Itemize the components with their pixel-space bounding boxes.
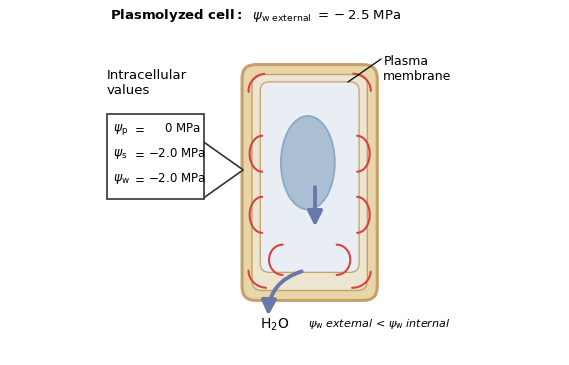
Text: $\psi_\mathrm{w}$ external < $\psi_\mathrm{w}$ internal: $\psi_\mathrm{w}$ external < $\psi_\math…: [308, 318, 450, 331]
Text: $-2.0$ MPa: $-2.0$ MPa: [148, 172, 205, 185]
FancyBboxPatch shape: [106, 114, 204, 199]
Text: Plasma
membrane: Plasma membrane: [384, 55, 452, 83]
Text: H$_2$O: H$_2$O: [260, 316, 289, 333]
Text: $\psi_\mathrm{p}$: $\psi_\mathrm{p}$: [113, 122, 128, 137]
Text: $=$: $=$: [132, 122, 145, 135]
FancyBboxPatch shape: [252, 74, 368, 291]
Text: $0$ MPa: $0$ MPa: [164, 122, 201, 135]
Text: $=$: $=$: [132, 172, 145, 185]
Text: $\psi_\mathrm{s}$: $\psi_\mathrm{s}$: [113, 147, 127, 161]
Polygon shape: [203, 141, 243, 199]
Ellipse shape: [281, 116, 335, 210]
Text: $\mathbf{Plasmolyzed\ cell:}$  $\psi_{\mathrm{w\ external}}$ $= -2.5$ MPa: $\mathbf{Plasmolyzed\ cell:}$ $\psi_{\ma…: [110, 7, 401, 24]
FancyBboxPatch shape: [242, 65, 377, 300]
Text: Intracellular
values: Intracellular values: [106, 69, 187, 97]
FancyBboxPatch shape: [260, 82, 359, 272]
Text: $=$: $=$: [132, 147, 145, 160]
Text: $\psi_\mathrm{w}$: $\psi_\mathrm{w}$: [113, 172, 130, 187]
Text: $-2.0$ MPa: $-2.0$ MPa: [148, 147, 205, 160]
